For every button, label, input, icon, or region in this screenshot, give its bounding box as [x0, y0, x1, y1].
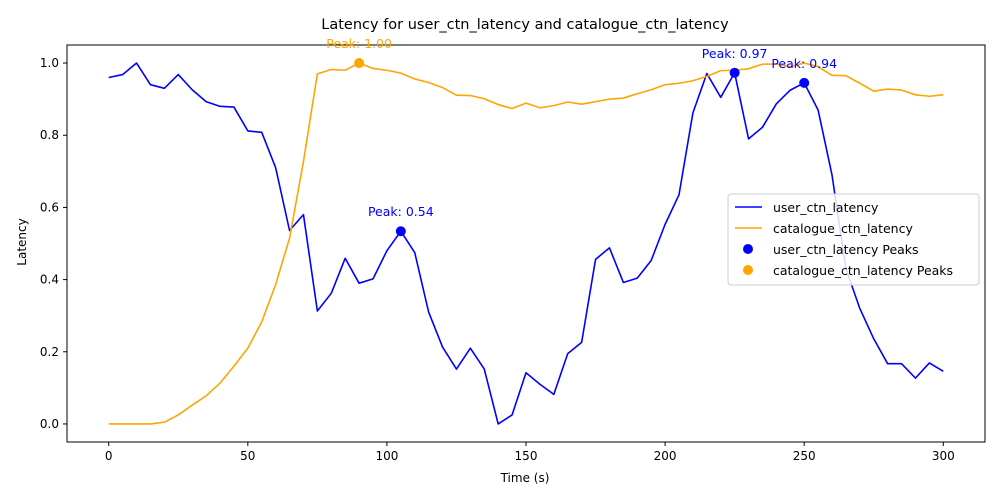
x-tick-label: 50	[240, 449, 255, 463]
y-tick-label: 0.6	[40, 200, 59, 214]
x-axis-label: Time (s)	[500, 471, 550, 485]
legend-label-user-peaks: user_ctn_latency Peaks	[773, 242, 919, 257]
y-axis: 0.0 0.2 0.4 0.6 0.8 1.0	[40, 56, 67, 431]
legend-label-catalogue-peaks: catalogue_ctn_latency Peaks	[773, 263, 953, 278]
peak-label: Peak: 0.94	[771, 56, 837, 71]
peak-label: Peak: 0.97	[702, 46, 768, 61]
x-tick-label: 300	[932, 449, 955, 463]
legend-swatch-catalogue-peaks	[743, 265, 753, 275]
y-tick-label: 0.4	[40, 273, 59, 287]
plot-area: 0 50 100 150 200 250 300 0.0 0.2 0.4 0.6 0.8 1.0 Pe…	[40, 36, 986, 463]
x-axis: 0 50 100 150 200 250 300	[105, 442, 955, 463]
peak-marker	[354, 58, 365, 69]
x-tick-label: 250	[793, 449, 816, 463]
legend-box	[727, 193, 980, 286]
y-tick-label: 1.0	[40, 56, 59, 70]
series-line-catalogue-ctn-latency	[108, 62, 944, 425]
peak-marker	[729, 67, 740, 78]
y-axis-label: Latency	[15, 218, 29, 265]
y-tick-label: 0.8	[40, 128, 59, 142]
peak-marker	[395, 226, 406, 237]
x-tick-label: 0	[105, 449, 113, 463]
x-tick-label: 150	[515, 449, 538, 463]
y-tick-label: 0.0	[40, 417, 59, 431]
legend-label-user: user_ctn_latency	[773, 200, 879, 215]
peak-label: Peak: 0.54	[368, 204, 434, 219]
x-tick-label: 200	[654, 449, 677, 463]
legend-label-catalogue: catalogue_ctn_latency	[773, 221, 913, 236]
x-tick-label: 100	[375, 449, 398, 463]
y-tick-label: 0.2	[40, 345, 59, 359]
peak-label: Peak: 1.00	[326, 36, 392, 51]
legend: user_ctn_latency catalogue_ctn_latency u…	[727, 193, 980, 286]
chart-title: Latency for user_ctn_latency and catalog…	[321, 17, 729, 33]
peak-marker	[799, 77, 810, 88]
legend-swatch-user-peaks	[743, 244, 753, 254]
